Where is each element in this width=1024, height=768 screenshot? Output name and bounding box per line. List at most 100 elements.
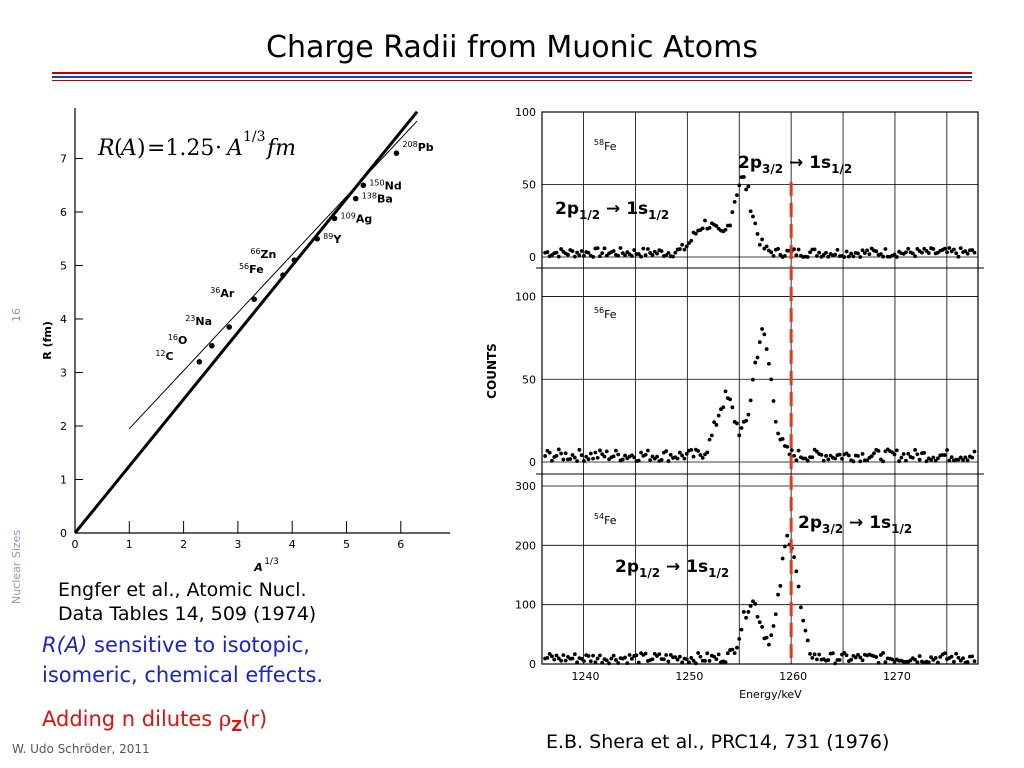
spectrum-point — [739, 627, 744, 632]
spectrum-point — [712, 420, 717, 425]
spectrum-point — [817, 250, 822, 255]
spectrum-point — [942, 246, 947, 251]
spectrum-point — [728, 223, 733, 228]
spectrum-point — [687, 241, 691, 246]
spectrum-point — [570, 453, 575, 457]
x-tick-label: 0 — [72, 538, 79, 551]
spectrum-point — [668, 453, 673, 457]
spectrum-point — [741, 609, 746, 614]
point-label-nd: 150Nd — [369, 178, 401, 192]
formula-A2: A — [225, 136, 243, 161]
spectrum-point — [584, 454, 589, 459]
spectrum-point — [958, 455, 963, 460]
spectrum-point — [821, 458, 826, 463]
spectrum-point — [664, 449, 669, 454]
spectrum-point — [586, 654, 591, 658]
spectrum-point — [755, 355, 760, 360]
data-point-nd — [360, 182, 367, 189]
spectrum-point — [764, 347, 769, 351]
spectrum-point — [913, 448, 917, 452]
spectrum-point — [691, 658, 696, 663]
spectrum-point — [632, 248, 637, 252]
spectrum-point — [554, 250, 559, 255]
spectrum-point — [684, 657, 689, 662]
spectrum-point — [956, 655, 961, 660]
spectrum-point — [680, 242, 685, 247]
spectrum-point — [878, 252, 883, 256]
spectrum-point — [945, 250, 949, 255]
note-red: Adding n dilutes ρZ(r) — [42, 707, 267, 738]
spectrum-point — [707, 226, 712, 230]
x-axis-label: Energy/keV — [739, 688, 802, 701]
spectrum-point — [881, 254, 886, 259]
spectrum-point — [723, 660, 728, 665]
point-label-symbol: Ag — [356, 212, 372, 225]
spectrum-point — [762, 332, 767, 337]
spectrum-point — [874, 655, 879, 659]
point-label-c: 12C — [155, 349, 173, 363]
point-label-symbol: Ba — [377, 193, 393, 206]
spectrum-point — [760, 327, 764, 331]
spectrum-point — [814, 254, 819, 258]
spectrum-point — [963, 455, 968, 460]
spectrum-point — [810, 455, 815, 460]
spectrum-point — [714, 224, 719, 228]
x-axis-label-exponent: 1/3 — [264, 557, 278, 567]
spectrum-point — [609, 656, 614, 661]
spectrum-point — [757, 242, 762, 247]
spectrum-point — [556, 254, 561, 259]
data-point-ar — [251, 296, 257, 303]
spectrum-point — [970, 455, 975, 460]
transition-label-part: 2p — [738, 153, 762, 173]
spectrum-point — [598, 448, 602, 453]
spectrum-point — [753, 602, 758, 606]
spectrum-point — [709, 433, 714, 438]
spectrum-point — [600, 452, 605, 457]
point-label-symbol: Zn — [261, 248, 277, 261]
spectrum-point — [716, 652, 721, 657]
spectrum-point — [629, 254, 634, 258]
spectrum-point — [954, 251, 959, 256]
spectrum-point — [904, 458, 908, 463]
point-label-mass: 56 — [239, 262, 249, 271]
spectrum-point — [753, 221, 758, 226]
note-blue-rest: sensitive to isotopic, — [87, 633, 310, 657]
isotope-label: 54Fe — [594, 512, 617, 527]
point-label-zn: 66Zn — [250, 247, 276, 261]
spectrum-point — [575, 459, 579, 464]
x-tick-label: 1 — [126, 538, 133, 551]
spectrum-point — [650, 253, 655, 258]
y-tick-label: 100 — [515, 599, 536, 612]
spectrum-point — [906, 451, 911, 456]
spectrum-point — [616, 661, 621, 665]
data-point-ag — [331, 215, 338, 222]
spectrum-point — [837, 452, 842, 457]
data-point-pb — [393, 150, 400, 156]
spectra-frame — [541, 111, 979, 665]
spectrum-point — [611, 249, 616, 253]
spectrum-point — [972, 250, 977, 255]
spectrum-point — [922, 450, 927, 455]
spectrum-point — [954, 651, 959, 656]
spectrum-point — [744, 418, 748, 423]
spectrum-point — [550, 654, 554, 659]
point-label-mass: 36 — [210, 286, 220, 295]
note-blue: R(A) sensitive to isotopic, isomeric, ch… — [42, 630, 323, 690]
spectrum-point — [714, 657, 719, 662]
point-label-ag: 109Ag — [341, 211, 373, 225]
spectrum-point — [723, 227, 728, 232]
spectrum-point — [901, 452, 906, 456]
left-citation: Engfer et al., Atomic Nucl. Data Tables … — [58, 578, 316, 626]
spectrum-point — [629, 656, 634, 661]
spectrum-point — [913, 254, 917, 259]
spectrum-point — [796, 247, 801, 252]
spectrum-point — [744, 615, 748, 620]
spectrum-point — [645, 247, 650, 251]
spectrum-point — [812, 247, 817, 252]
spectrum-point — [575, 660, 579, 665]
spectrum-point — [808, 652, 812, 656]
spectrum-point — [595, 656, 600, 661]
spectra-chart-panel: 1240 1250 1260 1270 Energy/keV COUNTS 0 50 100 0 5… — [480, 102, 985, 702]
spectrum-point — [657, 652, 662, 657]
point-label-o: 16O — [168, 333, 188, 347]
